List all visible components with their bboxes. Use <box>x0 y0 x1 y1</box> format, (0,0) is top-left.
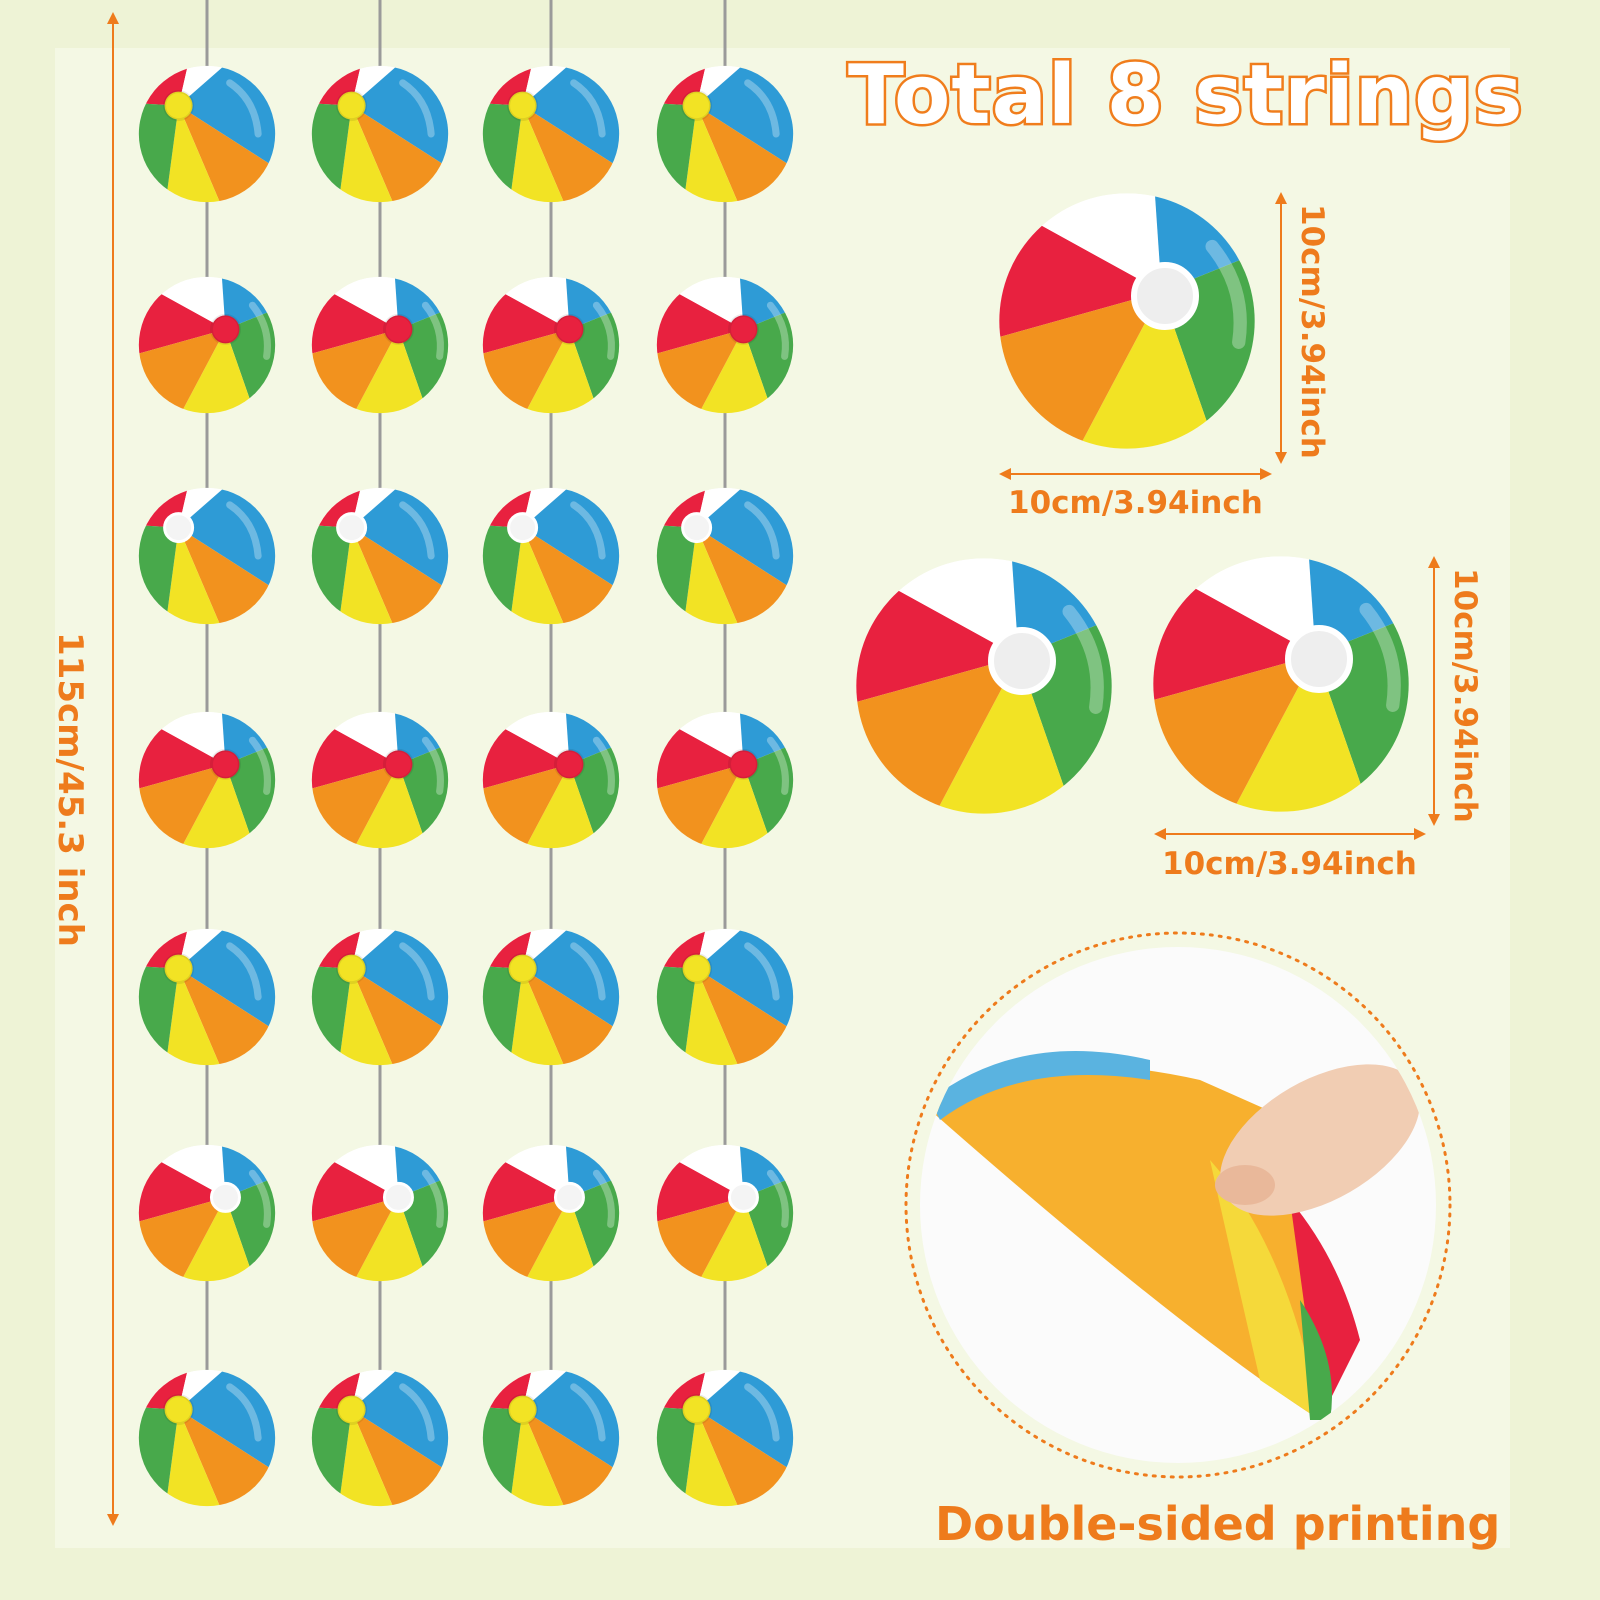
beach-ball <box>302 267 458 423</box>
beach-ball <box>302 702 458 858</box>
pair-width-label: 10cm/3.94inch <box>1162 846 1417 882</box>
beach-ball <box>647 478 803 634</box>
beach-ball <box>647 702 803 858</box>
beach-ball <box>129 702 285 858</box>
total-length-label: 115cm/45.3 inch <box>50 632 90 947</box>
hanging-strings <box>205 0 727 1370</box>
ball-grid <box>129 56 803 1516</box>
beach-ball <box>129 919 285 1075</box>
large-ball-single <box>981 175 1274 468</box>
beach-ball <box>129 56 285 212</box>
single-height-label: 10cm/3.94inch <box>1294 204 1330 459</box>
beach-ball <box>129 267 285 423</box>
beach-ball <box>129 478 285 634</box>
beach-ball <box>473 919 629 1075</box>
caption: Double-sided printing <box>935 1497 1501 1551</box>
beach-ball <box>473 267 629 423</box>
pair-height-label: 10cm/3.94inch <box>1447 568 1483 823</box>
beach-ball <box>647 1360 803 1516</box>
beach-ball <box>302 1360 458 1516</box>
beach-ball <box>473 478 629 634</box>
beach-ball <box>473 56 629 212</box>
beach-ball <box>473 1360 629 1516</box>
beach-ball <box>129 1360 285 1516</box>
beach-ball <box>647 267 803 423</box>
beach-ball <box>302 478 458 634</box>
beach-ball <box>647 56 803 212</box>
beach-ball <box>129 1135 285 1291</box>
large-ball-pair-right <box>1135 538 1428 831</box>
beach-ball <box>647 1135 803 1291</box>
double-sided-photo <box>904 931 1452 1479</box>
beach-ball <box>302 1135 458 1291</box>
beach-ball <box>302 56 458 212</box>
beach-ball <box>302 919 458 1075</box>
beach-ball <box>647 919 803 1075</box>
beach-ball <box>473 702 629 858</box>
title: Total 8 strings <box>846 46 1526 146</box>
large-ball-pair-left <box>838 540 1131 833</box>
beach-ball <box>473 1135 629 1291</box>
single-width-label: 10cm/3.94inch <box>1008 485 1263 521</box>
